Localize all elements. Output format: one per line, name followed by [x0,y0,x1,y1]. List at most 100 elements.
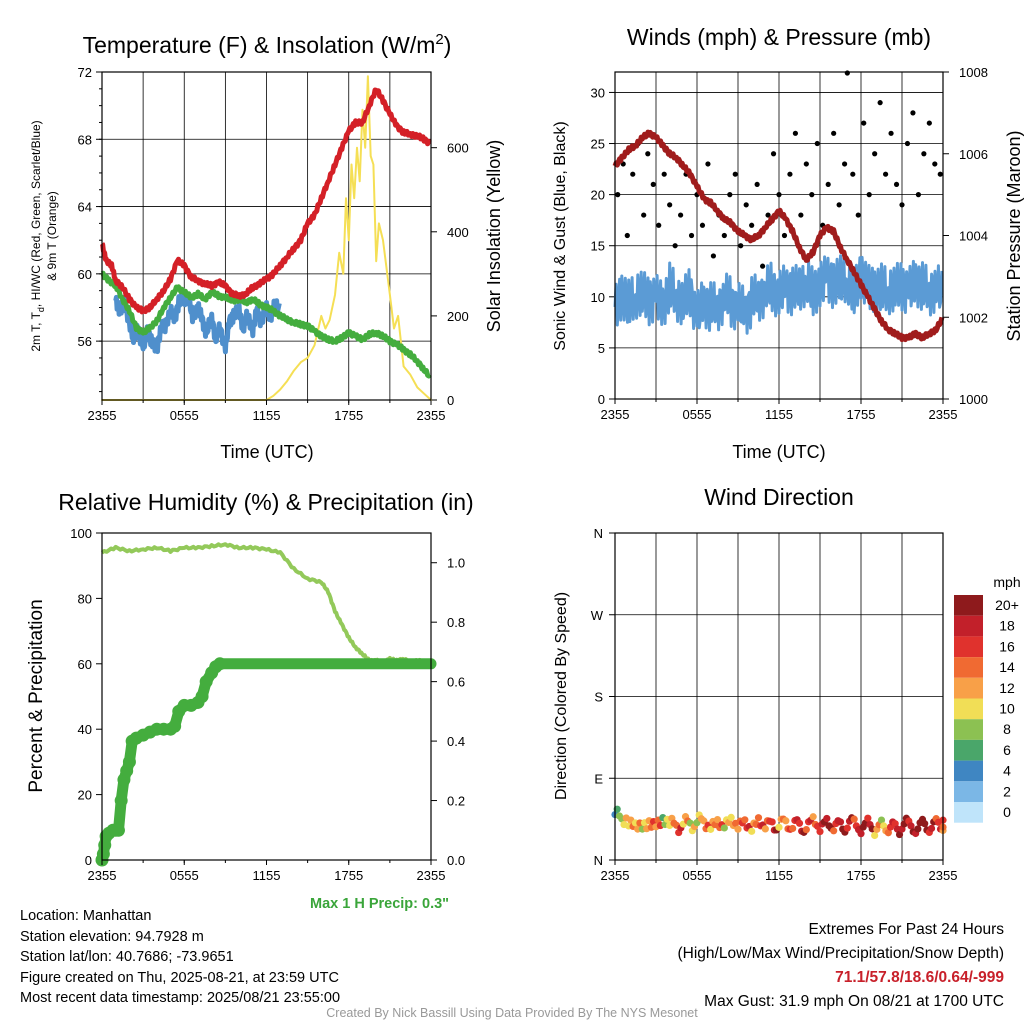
pressure-y-tick-label: 1004 [959,229,988,244]
direction-point [816,827,824,836]
gust-point [798,212,804,218]
direction-point [802,825,810,834]
gust-point [656,222,662,228]
relative-humidity-series [100,542,430,666]
temp-title: Temperature (F) & Insolation (W/m2) [83,31,452,58]
wind-direction-series [611,805,947,840]
direction-point [720,824,728,832]
wind-y-tick-label: 20 [591,188,605,203]
direction-y-tick-label: S [594,690,603,705]
direction-y-tick-label: N [594,853,603,868]
temp-x-label: Time (UTC) [220,442,313,462]
pressure-y-label: Station Pressure (Maroon) [1004,130,1024,341]
gust-point [645,151,651,157]
wind-title: Winds (mph) & Pressure (mb) [627,24,931,50]
wind-y-tick-label: 15 [591,239,605,254]
precip-point [168,719,182,733]
max-precip-annotation: Max 1 H Precip: 0.3" [310,896,450,912]
gust-point [678,212,684,218]
direction-y-tick-label: W [591,608,604,623]
wind-x-tick-label: 1155 [765,407,793,422]
gust-point [650,181,656,188]
direction-point [857,830,865,838]
extremes-info: Extremes For Past 24 Hours (High/Low/Max… [678,918,1005,1014]
pressure-y-tick-label: 1000 [959,392,988,407]
temp-x-tick-label: 2355 [417,408,446,423]
gust-point [770,151,777,157]
legend-label: 4 [1003,763,1011,779]
gust-point [641,212,647,218]
direction-point [707,825,715,833]
gust-point [893,181,900,188]
gust-point [787,171,793,177]
gust-point [803,161,809,167]
temperature-series [99,87,432,315]
temp-y-tick-label: 56 [78,334,92,349]
series-line [113,291,282,355]
gust-point [888,130,894,136]
gust-point [776,192,782,198]
wind-x-tick-label: 0555 [683,407,712,422]
legend-label: 14 [999,659,1015,675]
legend-swatch [954,595,983,616]
direction-point [727,813,735,822]
sonic-wind-series [613,254,944,335]
direction-point [927,824,936,833]
legend-label: 0 [1003,804,1011,820]
rh-y-tick-label: 40 [78,722,92,737]
gust-point [667,202,673,208]
credit-text: Created By Nick Bassill Using Data Provi… [326,1006,698,1020]
speed-legend: mph 20+ 18 16 14 12 10 8 6 4 2 0 [954,574,1021,823]
wind-x-tick-label: 2355 [929,407,958,422]
temp-x-tick-label: 2355 [88,408,117,423]
precip-y-tick-label: 0.0 [447,853,465,868]
gust-point [866,192,872,198]
direction-point [782,817,790,825]
precip-y-tick-label: 0.4 [447,734,465,749]
solar-y-tick-label: 400 [447,225,469,240]
precip-point [122,755,136,769]
precipitation-series [95,657,227,867]
gust-point [872,151,878,157]
gust-point [749,222,755,228]
series-line [612,129,945,343]
gust-point [781,232,788,239]
gust-point [743,202,749,208]
direction-point [830,827,838,835]
direction-point [768,818,776,826]
temp-y-label: 2m T, Td, HI/WC (Red, Green, Scarlet/Blu… [29,120,46,351]
created-text: Figure created on Thu, 2025-08-21, at 23… [20,969,339,986]
solar-y-tick-label: 200 [447,309,469,324]
rh-y-tick-label: 0 [85,853,92,868]
direction-point [843,824,851,832]
wind-y-tick-label: 10 [591,290,605,305]
solar-insolation-series [101,75,432,401]
precipitation-line [96,658,437,866]
latlon-text: Station lat/lon: 40.7686; -73.9651 [20,949,234,965]
legend-title: mph [993,574,1020,590]
rh-y-tick-label: 20 [78,788,92,803]
gust-point [877,100,883,106]
gust-point [932,161,938,167]
series-line [613,254,944,335]
precip-y-tick-label: 0.6 [447,675,465,690]
legend-label: 18 [999,618,1015,634]
direction-title: Wind Direction [704,484,854,510]
extremes-values: 71.1/57.8/18.6/0.64/-999 [835,969,1004,986]
rh-y-tick-label: 60 [78,657,92,672]
direction-point [775,823,783,831]
temp-x-tick-label: 1155 [253,408,281,423]
wind-y-label: Sonic Wind & Gust (Blue, Black) [552,121,569,350]
gust-point [855,212,861,218]
extremes-subtitle: (High/Low/Max Wind/Precipitation/Snow De… [677,945,1005,962]
wind-x-tick-label: 2355 [601,407,630,422]
gust-point [899,202,905,208]
legend-label: 10 [999,701,1015,717]
rh-x-tick-label: 0555 [170,868,199,883]
gust-point [630,171,636,177]
legend-swatch [954,677,983,699]
rh-x-tick-label: 2355 [88,868,117,883]
gust-point [727,192,733,198]
gust-point [615,192,621,198]
